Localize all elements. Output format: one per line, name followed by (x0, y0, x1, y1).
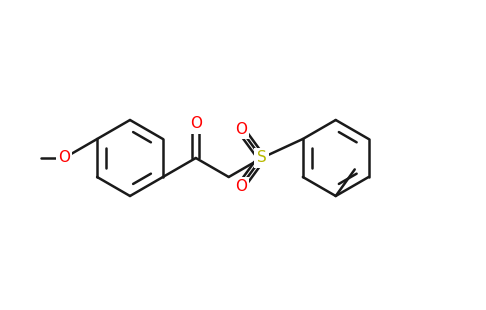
Text: O: O (58, 150, 70, 166)
Text: O: O (235, 179, 247, 194)
Text: O: O (235, 122, 247, 137)
Text: O: O (190, 116, 202, 131)
Text: S: S (257, 150, 266, 166)
